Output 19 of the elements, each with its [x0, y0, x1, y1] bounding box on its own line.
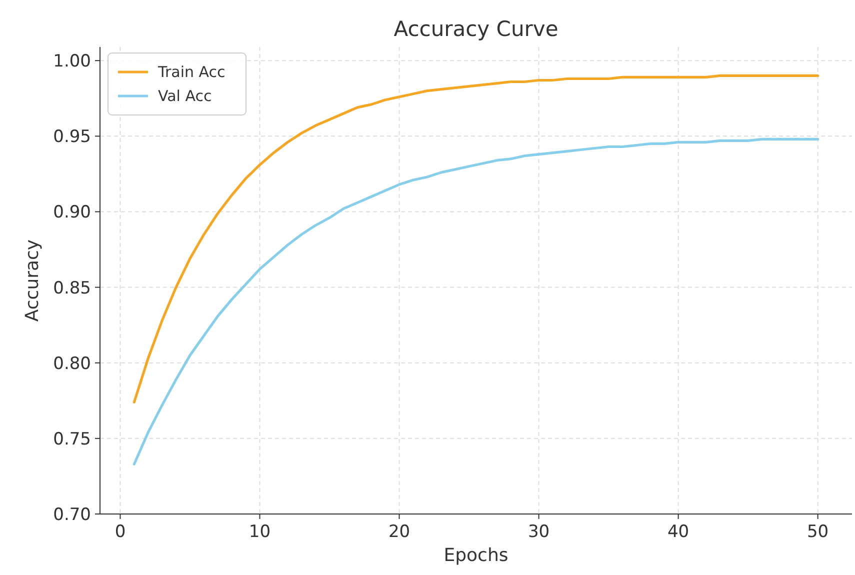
y-tick-label: 0.95	[53, 127, 91, 148]
y-tick-label: 0.80	[53, 354, 91, 374]
x-tick-label: 10	[248, 522, 271, 542]
legend-label: Train Acc	[157, 63, 226, 81]
x-tick-label: 0	[114, 522, 126, 542]
y-tick-label: 0.90	[53, 202, 91, 223]
y-tick-label: 0.85	[53, 278, 91, 298]
x-tick-label: 40	[667, 522, 690, 542]
x-tick-label: 20	[388, 522, 410, 542]
line-series	[132, 138, 820, 466]
x-tick-label: 50	[807, 522, 829, 542]
y-tick-label: 1.00	[53, 52, 91, 72]
chart-title: Accuracy Curve	[394, 17, 558, 41]
y-axis-title: Accuracy	[22, 239, 43, 322]
x-axis-title: Epochs	[444, 545, 508, 566]
legend-label: Val Acc	[158, 87, 212, 105]
y-tick-label: 0.70	[53, 505, 91, 525]
x-tick-label: 30	[528, 522, 550, 542]
y-tick-label: 0.75	[53, 429, 91, 450]
